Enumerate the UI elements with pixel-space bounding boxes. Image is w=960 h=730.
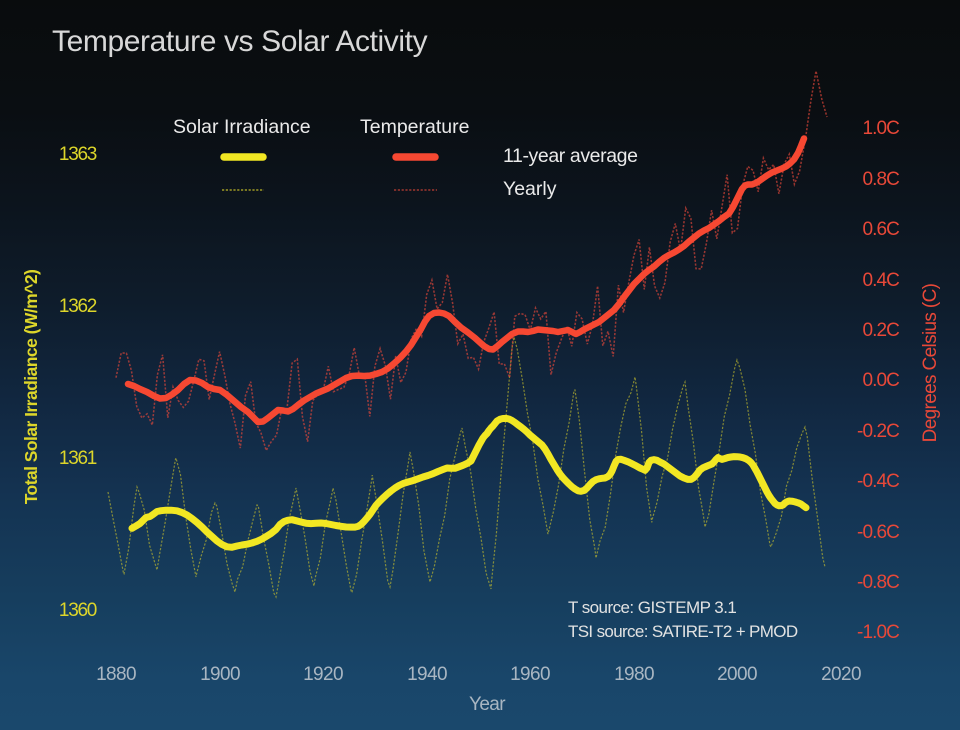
svg-text:11-year average: 11-year average [503, 145, 638, 167]
svg-text:-0.4C: -0.4C [857, 471, 899, 492]
svg-text:1363: 1363 [59, 144, 97, 165]
svg-text:TSI source: SATIRE-T2 + PMOD: TSI source: SATIRE-T2 + PMOD [568, 622, 798, 641]
svg-text:0.0C: 0.0C [862, 370, 899, 391]
svg-text:1920: 1920 [303, 664, 343, 685]
svg-text:1361: 1361 [59, 448, 97, 469]
svg-text:Solar Irradiance: Solar Irradiance [173, 116, 311, 138]
svg-text:Year: Year [469, 694, 506, 715]
svg-text:1960: 1960 [510, 664, 550, 685]
svg-text:2020: 2020 [821, 664, 861, 685]
svg-text:1.0C: 1.0C [862, 118, 899, 139]
svg-text:Temperature vs Solar Activity: Temperature vs Solar Activity [52, 25, 428, 58]
svg-text:-1.0C: -1.0C [857, 622, 899, 643]
svg-text:1880: 1880 [96, 664, 136, 685]
svg-text:-0.2C: -0.2C [857, 421, 899, 442]
svg-text:Yearly: Yearly [503, 178, 557, 200]
svg-text:2000: 2000 [717, 664, 757, 685]
svg-text:0.6C: 0.6C [862, 219, 899, 240]
svg-text:0.2C: 0.2C [862, 320, 899, 341]
svg-text:-0.6C: -0.6C [857, 522, 899, 543]
svg-text:1900: 1900 [200, 664, 240, 685]
svg-text:Total Solar Irradiance (W/m^2): Total Solar Irradiance (W/m^2) [21, 270, 41, 505]
svg-text:Degrees Celsius (C): Degrees Celsius (C) [920, 283, 941, 442]
svg-text:-0.8C: -0.8C [857, 572, 899, 593]
svg-text:0.4C: 0.4C [862, 270, 899, 291]
svg-text:1360: 1360 [59, 600, 97, 621]
svg-text:0.8C: 0.8C [862, 169, 899, 190]
svg-text:1362: 1362 [59, 296, 97, 317]
svg-text:1940: 1940 [407, 664, 447, 685]
svg-text:T source: GISTEMP 3.1: T source: GISTEMP 3.1 [568, 598, 736, 617]
svg-text:Temperature: Temperature [360, 116, 469, 138]
svg-text:1980: 1980 [614, 664, 654, 685]
